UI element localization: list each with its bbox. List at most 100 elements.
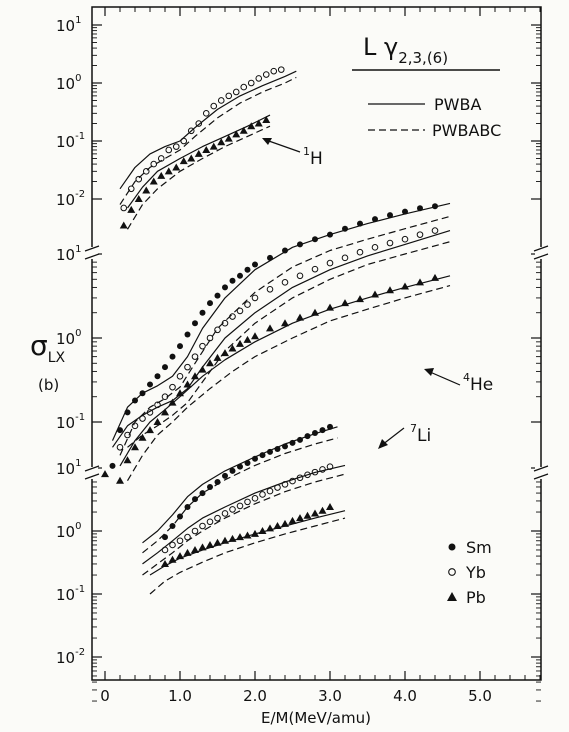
point-4He-yb: [371, 244, 379, 251]
point-7Li-sm: [222, 472, 228, 479]
y-tick-exponent: -2: [75, 647, 85, 658]
point-7Li-pb: [296, 514, 304, 522]
y-tick-label: 100: [56, 328, 81, 348]
point-4He-pb: [191, 372, 199, 380]
panel-label-4he-mass: 4: [463, 371, 470, 384]
label-arrowhead-4he: [424, 368, 434, 376]
series-7Li-solid-line: [142, 464, 346, 565]
point-7Li-yb: [221, 510, 229, 517]
point-4He-sm: [184, 331, 191, 338]
series-4He-dashed-line: [126, 285, 451, 482]
point-7Li-yb: [259, 491, 266, 498]
point-1H-pb: [262, 116, 271, 124]
point-1H-pb: [209, 142, 218, 150]
point-1H-yb: [232, 88, 240, 96]
point-4He-pb: [296, 313, 304, 321]
axis-break-mark: [533, 465, 549, 472]
series-4He-dashed-line: [119, 215, 451, 456]
point-1H-yb: [270, 67, 278, 75]
point-4He-yb: [244, 301, 251, 308]
point-7Li-sm: [229, 467, 236, 474]
point-4He-yb: [281, 279, 289, 286]
series-4He-dashed-line: [127, 241, 451, 448]
point-1H-yb: [277, 66, 285, 73]
point-4He-yb: [386, 239, 394, 247]
point-1H-yb: [255, 75, 263, 82]
point-7Li-pb: [101, 470, 109, 478]
point-1H-yb: [210, 102, 218, 110]
legend-pwbabc-label: PWBABC: [432, 121, 501, 140]
point-1H-yb: [217, 97, 225, 104]
point-1H-pb: [142, 186, 151, 194]
y-tick-label: 101: [56, 458, 81, 478]
point-4He-yb: [416, 231, 424, 238]
y-tick-label: 101: [56, 15, 81, 35]
x-tick-label: 3.0: [318, 687, 342, 705]
point-4He-yb: [169, 383, 176, 391]
point-7Li-yb: [229, 506, 236, 513]
x-tick-label: 5.0: [468, 687, 492, 705]
y-tick-exponent: -1: [75, 412, 85, 423]
x-tick-label: 1.0: [168, 687, 192, 705]
point-7Li-pb: [311, 509, 319, 517]
point-1H-pb: [149, 177, 158, 185]
point-4He-yb: [191, 353, 199, 360]
point-7Li-yb: [199, 522, 206, 530]
series-1H-dashed-line: [119, 76, 297, 205]
series-1H-solid-line: [127, 114, 271, 209]
point-1H-yb: [202, 110, 210, 117]
x-tick-label: 4.0: [393, 687, 417, 705]
point-7Li-pb: [206, 540, 214, 548]
y-tick-label: 101: [56, 244, 81, 264]
point-7Li-pb: [191, 545, 199, 553]
label-arrow-4he: [429, 371, 461, 386]
point-1H-pb: [157, 171, 166, 179]
point-4He-pb: [161, 408, 169, 416]
point-7Li-yb: [251, 495, 259, 502]
point-7Li-pb: [326, 503, 334, 511]
point-7Li-yb: [206, 518, 214, 526]
point-1H-pb: [239, 126, 248, 134]
panel-label-7li-mass: 7: [410, 422, 417, 435]
point-4He-yb: [311, 265, 319, 273]
point-4He-yb: [124, 431, 131, 439]
point-1H-pb: [224, 134, 233, 142]
point-1H-yb: [120, 204, 128, 212]
label-arrowhead-7li: [378, 439, 388, 449]
point-1H-yb: [165, 146, 173, 154]
point-4He-yb: [356, 248, 364, 256]
y-tick-exponent: -2: [75, 189, 85, 200]
series-4He-solid-line: [112, 230, 451, 448]
series-7Li-solid-line: [149, 510, 346, 576]
point-4He-pb: [281, 319, 289, 327]
point-7Li-yb: [184, 533, 191, 541]
y-tick-exponent: 1: [75, 458, 81, 469]
panel-label-4he-element: He: [470, 375, 493, 395]
point-4He-pb: [213, 353, 222, 361]
point-4He-sm: [214, 292, 221, 299]
point-4He-sm: [237, 272, 243, 279]
point-4He-sm: [169, 353, 176, 360]
point-1H-pb: [187, 154, 196, 162]
point-7Li-yb: [236, 502, 244, 510]
x-axis-label: E/M(MeV/amu): [261, 709, 371, 727]
axis-break-mark: [533, 473, 549, 480]
point-4He-sm: [372, 216, 378, 223]
point-7Li-pb: [288, 516, 297, 524]
y-tick-label: 10-1: [56, 584, 85, 604]
panel-label-4he: 4He: [463, 371, 493, 395]
y-tick-exponent: 0: [75, 521, 81, 532]
y-tick-label: 10-1: [56, 412, 85, 432]
panel-label-7li: 7Li: [410, 422, 431, 446]
y-tick-label: 10-2: [56, 647, 85, 667]
point-4He-sm: [222, 284, 228, 291]
point-4He-yb: [199, 342, 206, 350]
y-axis-unit: (b): [38, 376, 59, 394]
point-1H-pb: [127, 205, 136, 213]
series-7Li-dashed-line: [142, 437, 338, 554]
point-7Li-yb: [176, 537, 184, 545]
panel-label-1h: 1H: [303, 145, 323, 169]
point-1H-pb: [232, 130, 241, 138]
y-tick-exponent: -1: [75, 131, 85, 142]
